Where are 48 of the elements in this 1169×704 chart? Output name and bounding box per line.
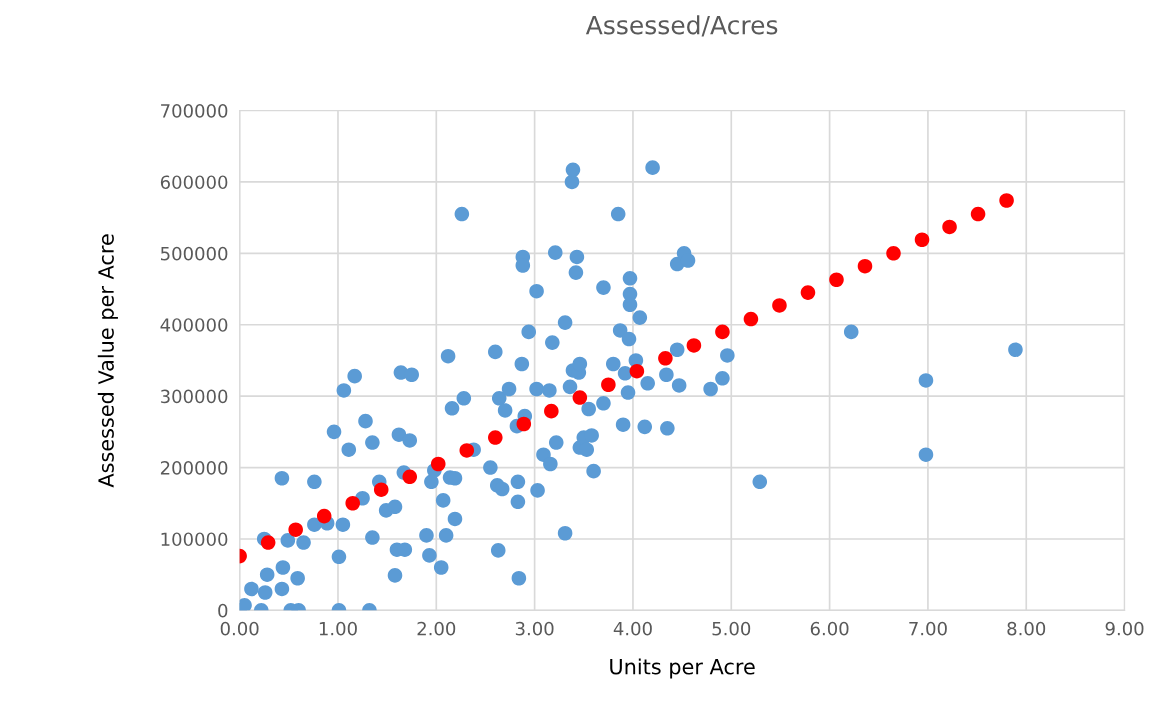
point xyxy=(800,285,816,300)
point xyxy=(857,258,873,274)
x-tick-label: 5.00 xyxy=(712,621,751,636)
point xyxy=(516,416,532,432)
point xyxy=(544,403,559,419)
point xyxy=(772,298,787,313)
point xyxy=(743,311,759,327)
point xyxy=(629,363,645,379)
point xyxy=(430,456,446,472)
y-tick-label: 100000 xyxy=(161,532,228,547)
y-tick-label: 500000 xyxy=(161,246,228,261)
point xyxy=(658,351,673,366)
x-tick-label: 3.00 xyxy=(515,621,554,636)
point xyxy=(886,246,901,261)
point xyxy=(715,324,730,340)
y-tick-label: 700000 xyxy=(161,103,228,118)
point xyxy=(999,193,1014,208)
point xyxy=(488,430,503,445)
x-tick-label: 1.00 xyxy=(319,621,357,636)
point xyxy=(572,390,588,405)
point xyxy=(260,535,276,550)
x-tick-label: 6.00 xyxy=(810,621,849,636)
point xyxy=(316,508,332,524)
point xyxy=(686,338,702,353)
point xyxy=(942,219,957,235)
y-tick-label: 200000 xyxy=(160,461,228,475)
x-tick-label: 2.00 xyxy=(417,621,456,636)
x-tick-label: 0.00 xyxy=(220,621,259,636)
point xyxy=(459,443,475,458)
y-tick-label: 300000 xyxy=(160,389,228,404)
x-tick-label: 7.00 xyxy=(909,621,947,636)
point xyxy=(288,522,303,537)
point xyxy=(829,272,844,288)
point xyxy=(345,495,360,511)
point xyxy=(402,469,418,485)
x-tick-label: 4.00 xyxy=(613,621,652,636)
y-tick-label: 0 xyxy=(218,603,228,618)
point xyxy=(970,206,986,222)
x-tick-label: 9.00 xyxy=(1105,621,1144,636)
y-tick-label: 400000 xyxy=(160,318,228,332)
x-axis-title: Units per Acre xyxy=(610,658,755,679)
y-tick-label: 600000 xyxy=(160,175,228,190)
x-tick-label: 8.00 xyxy=(1007,621,1046,636)
y-axis-title: Assessed Value per Acre xyxy=(97,234,118,488)
point xyxy=(914,232,930,248)
point xyxy=(373,482,389,497)
point xyxy=(601,377,616,393)
chart-title: Assessed/Acres xyxy=(585,15,778,37)
